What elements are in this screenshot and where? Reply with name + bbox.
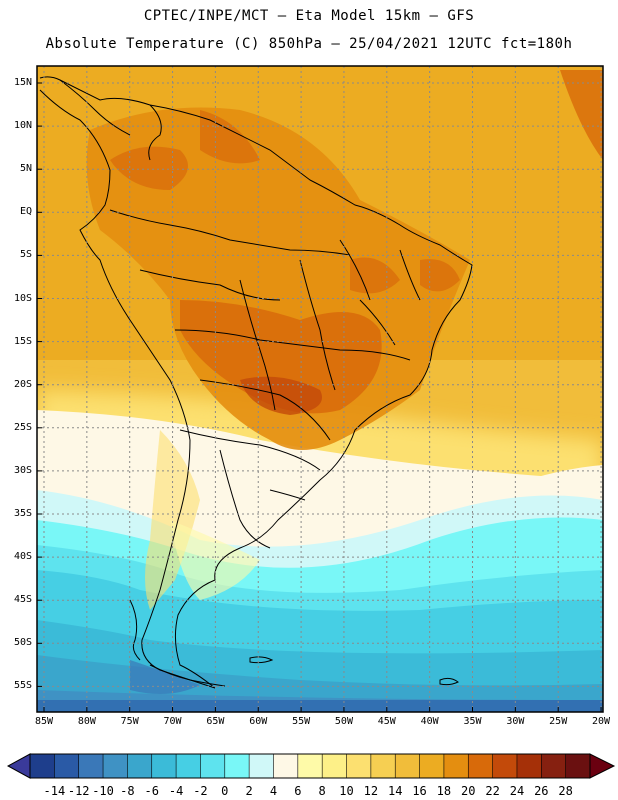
lat-label: EQ: [19, 206, 32, 218]
colorbar-label: -4: [168, 784, 184, 798]
colorbar-label: 2: [245, 784, 253, 798]
colorbar-swatch: [273, 754, 299, 778]
colorbar-label: 22: [485, 784, 500, 798]
chart-title-line2: Absolute Temperature (C) 850hPa – 25/04/…: [45, 36, 573, 52]
lat-label: 25S: [13, 421, 32, 433]
lon-label: 50W: [334, 716, 353, 727]
map-frame: [36, 65, 604, 713]
colorbar-label: -6: [144, 784, 159, 798]
axis-ticks: [37, 82, 602, 712]
lon-label: 80W: [77, 716, 96, 727]
colorbar-label: 14: [387, 784, 403, 798]
colorbar-swatch: [78, 754, 104, 778]
colorbar: [6, 753, 616, 779]
lon-label: 45W: [377, 716, 396, 727]
lat-label: 55S: [13, 680, 32, 692]
lat-label: 10N: [13, 120, 32, 132]
colorbar-swatch: [30, 754, 55, 778]
lon-label: 70W: [163, 716, 182, 727]
colorbar-label: 12: [363, 784, 379, 798]
colorbar-swatch: [322, 754, 348, 778]
lat-label: 5N: [19, 163, 32, 175]
lon-label: 75W: [120, 716, 139, 727]
lon-label: 25W: [549, 716, 568, 727]
lon-label: 20W: [592, 716, 611, 727]
lat-label: 50S: [13, 637, 32, 649]
temperature-field: [37, 66, 603, 712]
colorbar-label: -8: [120, 784, 135, 798]
colorbar-label: 10: [339, 784, 354, 798]
colorbar-swatch: [443, 754, 469, 778]
colorbar-label: 16: [412, 784, 427, 798]
colorbar-min-arrow: [6, 753, 31, 779]
colorbar-swatch: [492, 754, 518, 778]
colorbar-swatch: [103, 754, 128, 778]
colorbar-outline: [29, 753, 591, 779]
colorbar-label: -10: [92, 784, 114, 798]
lon-label: 85W: [34, 716, 54, 727]
lat-label: 45S: [13, 594, 32, 606]
colorbar-swatch: [224, 754, 250, 778]
colorbar-label: 6: [294, 784, 302, 798]
lat-label: 5S: [19, 249, 32, 261]
lon-label: 35W: [463, 716, 482, 727]
lon-label: 30W: [506, 716, 525, 727]
colorbar-label: 0: [221, 784, 229, 798]
lat-label: 40S: [13, 551, 32, 563]
colorbar-swatch: [468, 754, 494, 778]
grid-lines: [37, 66, 603, 712]
colorbar-swatch: [54, 754, 80, 778]
colorbar-swatch: [395, 754, 421, 778]
chart-title-line1: CPTEC/INPE/MCT – Eta Model 15km – GFS: [143, 8, 475, 24]
colorbar-max-arrow: [589, 753, 616, 779]
lon-label: 40W: [420, 716, 439, 727]
colorbar-swatch: [151, 754, 177, 778]
colorbar-swatch: [565, 754, 591, 778]
colorbar-label: 26: [534, 784, 549, 798]
lon-label: 60W: [249, 716, 268, 727]
colorbar-swatch: [516, 754, 542, 778]
lat-label: 10S: [13, 292, 32, 304]
colorbar-swatch: [297, 754, 323, 778]
colorbar-swatch: [346, 754, 372, 778]
lat-label: 20S: [13, 378, 32, 390]
colorbar-swatch: [419, 754, 445, 778]
lon-label: 55W: [292, 716, 311, 727]
lat-label: 30S: [13, 464, 32, 476]
colorbar-label: -14: [43, 784, 66, 798]
lat-label: 35S: [13, 508, 32, 519]
colorbar-label: 20: [461, 784, 476, 798]
colorbar-swatch: [176, 754, 201, 778]
colorbar-swatch: [249, 754, 274, 778]
colorbar-label: 4: [269, 784, 278, 798]
colorbar-swatch: [200, 754, 226, 778]
colorbar-label: 24: [509, 784, 525, 798]
colorbar-swatch: [541, 754, 567, 778]
lat-label: 15N: [13, 77, 32, 88]
colorbar-label: -2: [193, 784, 208, 798]
lon-label: 65W: [206, 716, 225, 727]
colorbar-label: 18: [436, 784, 452, 798]
colorbar-label: -12: [67, 784, 90, 798]
colorbar-swatch: [127, 754, 153, 778]
colorbar-label: 28: [558, 784, 573, 798]
lat-label: 15S: [13, 335, 32, 347]
colorbar-label: 8: [318, 784, 326, 798]
colorbar-swatch: [370, 754, 396, 778]
